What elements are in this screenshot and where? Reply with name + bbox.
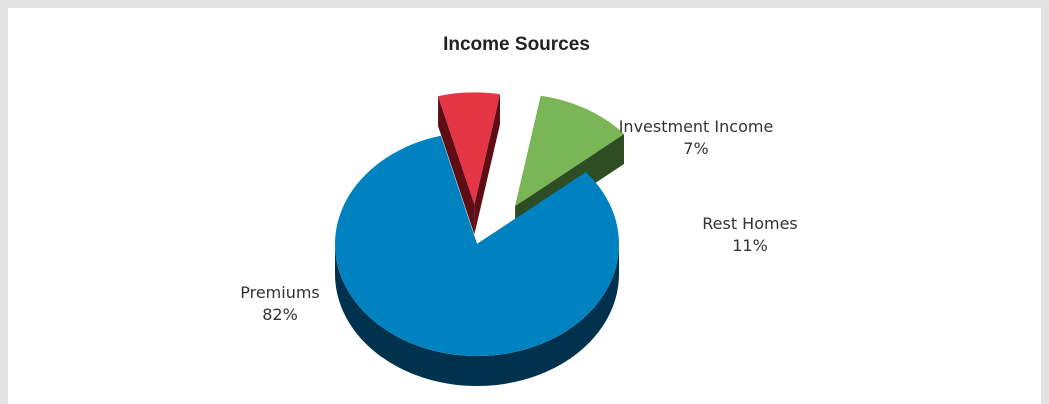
slice-label-premiums: Premiums 82% [228, 282, 332, 326]
slice-investment-income [438, 92, 501, 235]
slice-top-rest-homes [515, 95, 625, 206]
slice-top-investment-income [438, 92, 501, 205]
slice-premiums [335, 135, 619, 386]
slice-label-rest-homes: Rest Homes 11% [680, 213, 820, 257]
slice-name-investment-income: Investment Income [618, 117, 774, 136]
chart-panel: Income Sources Premiums 82% Investment I… [8, 8, 1041, 404]
slice-value-investment-income: 7% [683, 139, 709, 158]
pie-chart [335, 92, 625, 386]
slice-name-rest-homes: Rest Homes [702, 214, 798, 233]
slice-label-investment-income: Investment Income 7% [598, 116, 794, 160]
slice-value-rest-homes: 11% [732, 236, 768, 255]
slice-top-premiums [335, 135, 619, 356]
slice-side-premiums [335, 244, 619, 386]
slice-wall-start-investment-income [438, 96, 475, 235]
chart-title: Income Sources [443, 34, 590, 55]
slice-wall-end-investment-income [474, 94, 501, 235]
slice-value-premiums: 82% [262, 305, 298, 324]
slice-name-premiums: Premiums [240, 283, 320, 302]
